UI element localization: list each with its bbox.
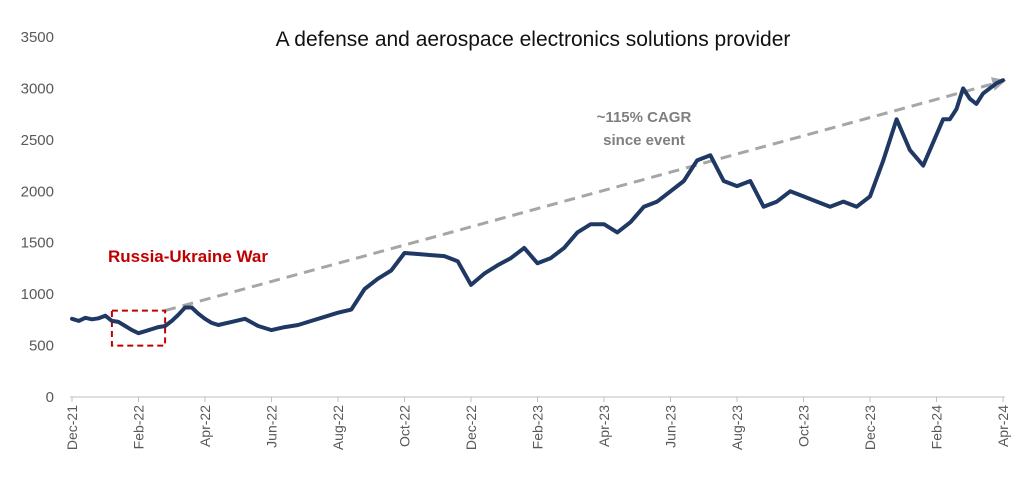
x-tick-label: Dec-22 [463, 405, 479, 450]
x-tick-label: Dec-21 [64, 405, 80, 450]
y-tick-label: 1000 [21, 286, 54, 303]
x-tick-label: Feb-23 [530, 405, 546, 450]
chart-title: A defense and aerospace electronics solu… [276, 28, 791, 51]
x-tick-label: Apr-23 [596, 405, 612, 447]
y-tick-label: 0 [46, 389, 54, 406]
x-tick-label: Oct-22 [397, 405, 413, 447]
x-tick-label: Aug-23 [729, 405, 745, 450]
x-tick-label: Dec-23 [862, 405, 878, 450]
y-tick-label: 500 [29, 338, 54, 355]
y-axis-ticks: 0 500 1000 1500 2000 2500 3000 3500 [21, 29, 54, 406]
x-tick-label: Oct-23 [796, 405, 812, 447]
cagr-annotation-line2: since event [603, 132, 685, 149]
y-tick-label: 2500 [21, 132, 54, 149]
x-tick-label: Apr-22 [197, 405, 213, 447]
y-tick-label: 2000 [21, 183, 54, 200]
event-annotation-label: Russia-Ukraine War [108, 247, 268, 266]
x-tick-label: Apr-24 [995, 405, 1011, 447]
x-tick-label: Feb-24 [929, 405, 945, 450]
cagr-annotation-line1: ~115% CAGR [597, 109, 692, 126]
y-tick-label: 3000 [21, 80, 54, 97]
x-tick-label: Jun-23 [663, 405, 679, 448]
x-axis-tick-marks [71, 397, 1004, 402]
x-tick-label: Feb-22 [131, 405, 147, 450]
x-tick-label: Jun-22 [264, 405, 280, 448]
y-tick-label: 1500 [21, 235, 54, 252]
x-tick-label: Aug-22 [330, 405, 346, 450]
x-axis-ticks: Dec-21 Feb-22 Apr-22 Jun-22 Aug-22 Oct-22 Dec-… [64, 405, 1011, 450]
event-highlight-box [110, 309, 167, 347]
share-price-line [70, 78, 1005, 336]
y-tick-label: 3500 [21, 29, 54, 46]
